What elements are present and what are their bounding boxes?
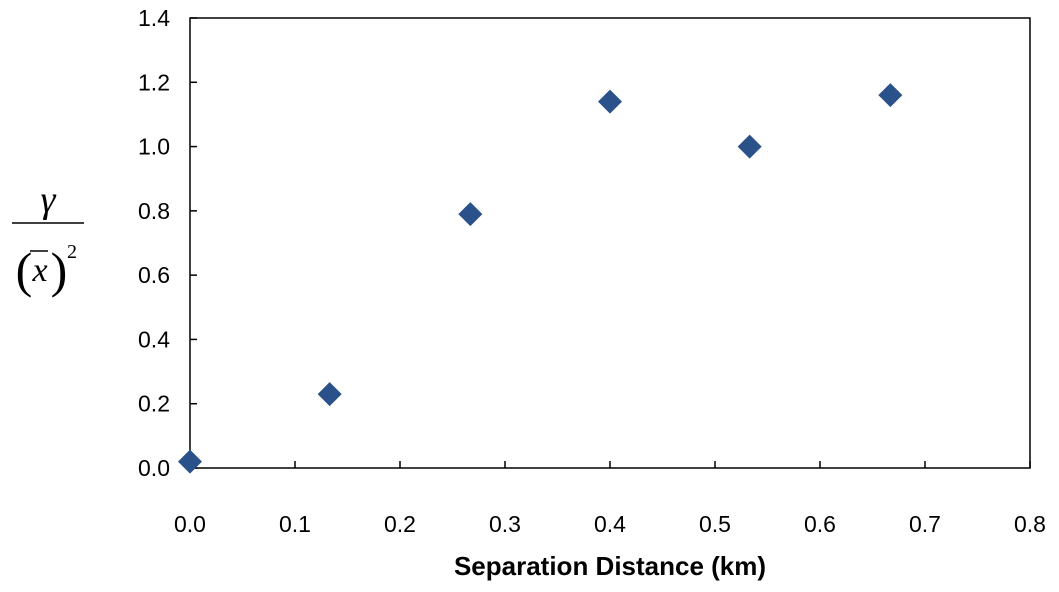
y-tick-label: 1.4 [138,5,170,31]
x-tick-label: 0.0 [174,511,206,537]
x-tick-label: 0.4 [594,511,626,537]
data-point-diamond [178,449,202,474]
y-tick-label: 0.8 [138,198,170,224]
data-points [178,83,903,474]
x-tick-label: 0.6 [804,511,836,537]
y-axis-title-open-paren: ( [16,242,33,298]
x-axis-ticks [189,461,1031,468]
y-tick-label: 0.6 [138,262,170,288]
x-tick-label: 0.5 [699,511,731,537]
x-tick-label: 0.3 [489,511,521,537]
y-axis-title-variable: x [31,252,47,289]
x-tick-label: 0.1 [279,511,311,537]
y-axis-title-close-paren: ) [51,242,68,298]
x-axis-title: Separation Distance (km) [454,551,766,581]
data-point-diamond [598,89,622,114]
y-axis-title: γ ( x ) 2 [12,179,84,298]
x-axis-tick-labels: 0.0 0.1 0.2 0.3 0.4 0.5 0.6 0.7 0.8 [174,511,1046,537]
x-tick-label: 0.8 [1014,511,1046,537]
y-tick-label: 0.4 [138,326,170,352]
data-point-diamond [317,382,342,407]
data-point-diamond [878,83,903,108]
data-point-diamond [737,134,762,159]
y-axis-tick-labels: 0.0 0.2 0.4 0.6 0.8 1.0 1.2 1.4 [138,5,170,481]
y-axis-title-exponent: 2 [67,241,77,263]
x-tick-label: 0.7 [909,511,941,537]
y-axis-ticks [190,17,197,469]
y-tick-label: 1.0 [138,134,170,160]
y-tick-label: 1.2 [138,69,170,95]
y-tick-label: 0.0 [138,455,170,481]
y-axis-title-numerator: γ [41,179,57,221]
plot-area [189,17,1031,469]
y-tick-label: 0.2 [138,391,170,417]
data-point-diamond [458,202,483,227]
x-tick-label: 0.2 [384,511,416,537]
